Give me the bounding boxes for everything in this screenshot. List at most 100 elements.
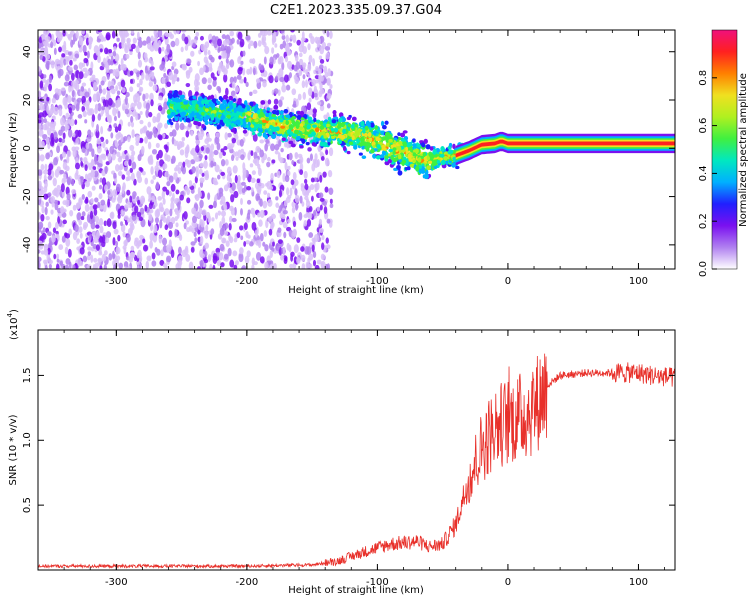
spectrogram-ridge-point	[346, 150, 351, 155]
spectrogram-ridge-point	[398, 141, 403, 145]
spectrogram-speckle	[200, 43, 206, 51]
snr-xlabel: Height of straight line (km)	[288, 585, 424, 596]
spectrogram-speckle	[283, 74, 289, 83]
spectrogram-speckle	[92, 204, 98, 210]
spectrogram-speckle	[270, 221, 275, 229]
spectrogram-speckle	[53, 106, 59, 116]
spectrogram-speckle	[193, 222, 198, 228]
spectrogram-speckle	[164, 152, 168, 161]
spectrogram-speckle	[115, 183, 121, 192]
spectrogram-speckle	[56, 30, 60, 39]
spectrogram-speckle	[313, 85, 317, 93]
spectrogram-speckle	[198, 206, 203, 215]
spectrogram-ridge-point	[412, 159, 417, 163]
spectrogram-speckle	[224, 159, 229, 166]
spectrogram-ridge-point	[337, 125, 341, 129]
spectrogram-speckle	[262, 200, 268, 209]
spectrogram-ridge-point	[342, 128, 347, 134]
spectrogram-speckle	[245, 231, 249, 238]
spectrogram-speckle	[319, 151, 324, 157]
spectrogram-speckle	[139, 78, 143, 86]
spectrogram-ridge-point	[220, 115, 224, 120]
spectrogram-ridge-point	[412, 143, 417, 147]
spectrogram-speckle	[87, 246, 92, 251]
spectrogram-speckle	[277, 239, 283, 244]
spectrogram-speckle	[200, 253, 205, 259]
spectrogram-speckle	[188, 225, 193, 232]
spectrogram-speckle	[181, 249, 187, 258]
spectrogram-speckle	[120, 79, 126, 88]
spectrogram-speckle	[152, 175, 157, 180]
spectrogram-ridge-point	[201, 94, 205, 99]
spectrogram-speckle	[81, 30, 85, 35]
spectrogram-speckle	[98, 236, 104, 243]
spectrogram-ridge-point	[315, 137, 320, 142]
spectrogram-ridge-point	[383, 147, 387, 151]
spectrogram-speckle	[308, 232, 314, 238]
spectrogram-speckle	[134, 237, 139, 243]
spectrogram-ridge-point	[411, 163, 415, 168]
spectrogram-ridge-point	[412, 138, 416, 143]
spectrogram-speckle	[208, 204, 214, 209]
spectrogram-speckle	[170, 249, 175, 258]
snr-ytick-label: 1.0	[22, 432, 33, 448]
spectrogram-speckle	[180, 165, 184, 172]
spectrogram-speckle	[58, 129, 63, 136]
spectrogram-speckle	[129, 252, 135, 258]
spectrogram-speckle	[71, 80, 75, 88]
spectrogram-ridge-point	[313, 117, 317, 122]
spectrogram-speckle	[90, 170, 96, 178]
spectrogram-speckle	[115, 85, 119, 92]
spectrogram-speckle	[67, 129, 73, 138]
spectrogram-speckle	[152, 84, 158, 92]
spectrogram-speckle	[305, 69, 309, 76]
spectrogram-speckle	[263, 56, 267, 65]
spectrogram-speckle	[190, 246, 195, 253]
spectrogram-speckle	[328, 147, 334, 157]
spectrogram-speckle	[94, 106, 98, 115]
spectrogram-speckle	[327, 169, 333, 178]
spectrogram-speckle	[177, 202, 181, 211]
spectrogram-speckle	[62, 132, 66, 140]
spectrogram-speckle	[279, 43, 284, 50]
spectrogram-ridge-point	[388, 139, 393, 143]
spectrogram-speckle	[97, 55, 101, 63]
spectrogram-speckle	[130, 121, 135, 128]
spectrogram-speckle	[144, 65, 148, 74]
spectrogram-speckle	[99, 184, 103, 190]
spectrogram-speckle	[223, 146, 228, 151]
spectrogram-ridge-point	[271, 109, 278, 115]
spectrogram-speckle	[91, 114, 96, 122]
spectrogram-speckle	[80, 86, 85, 92]
spectrogram-speckle	[316, 43, 320, 48]
spectrogram-speckle	[246, 250, 251, 258]
spectrogram-ridge-point	[174, 97, 180, 101]
spectrogram-ridge-point	[362, 128, 366, 134]
spectrogram-speckle	[145, 109, 150, 118]
spectrogram-speckle	[47, 192, 52, 197]
spectrogram-speckle	[48, 83, 53, 92]
spectrogram-ridge-point	[285, 120, 290, 126]
spectrogram-ridge-point	[206, 96, 211, 101]
spectrogram-ridge-point	[204, 99, 209, 103]
spectrogram-speckle	[65, 57, 69, 66]
spectrogram-ridge-point	[242, 122, 247, 128]
spectrogram-speckle	[96, 145, 102, 154]
spectrogram-speckle	[201, 209, 207, 216]
spectrogram-speckle	[72, 57, 77, 62]
spectrogram-speckle	[157, 30, 163, 38]
spectrogram-speckle	[280, 147, 284, 153]
spectrogram-ridge-point	[428, 151, 433, 157]
spectrogram-speckle	[295, 54, 299, 62]
spectrogram-speckle	[242, 167, 247, 176]
spectrogram-speckle	[290, 254, 294, 262]
spectrogram-speckle	[239, 225, 244, 231]
spectrogram-speckle	[319, 197, 325, 202]
spectrogram-speckle	[55, 233, 59, 239]
snr-scale-label: (x104)	[6, 309, 20, 340]
spectrogram-speckle	[278, 68, 284, 77]
spectrogram-speckle	[108, 114, 112, 124]
spectrogram-speckle	[242, 50, 246, 57]
spectrogram-speckle	[185, 220, 189, 225]
